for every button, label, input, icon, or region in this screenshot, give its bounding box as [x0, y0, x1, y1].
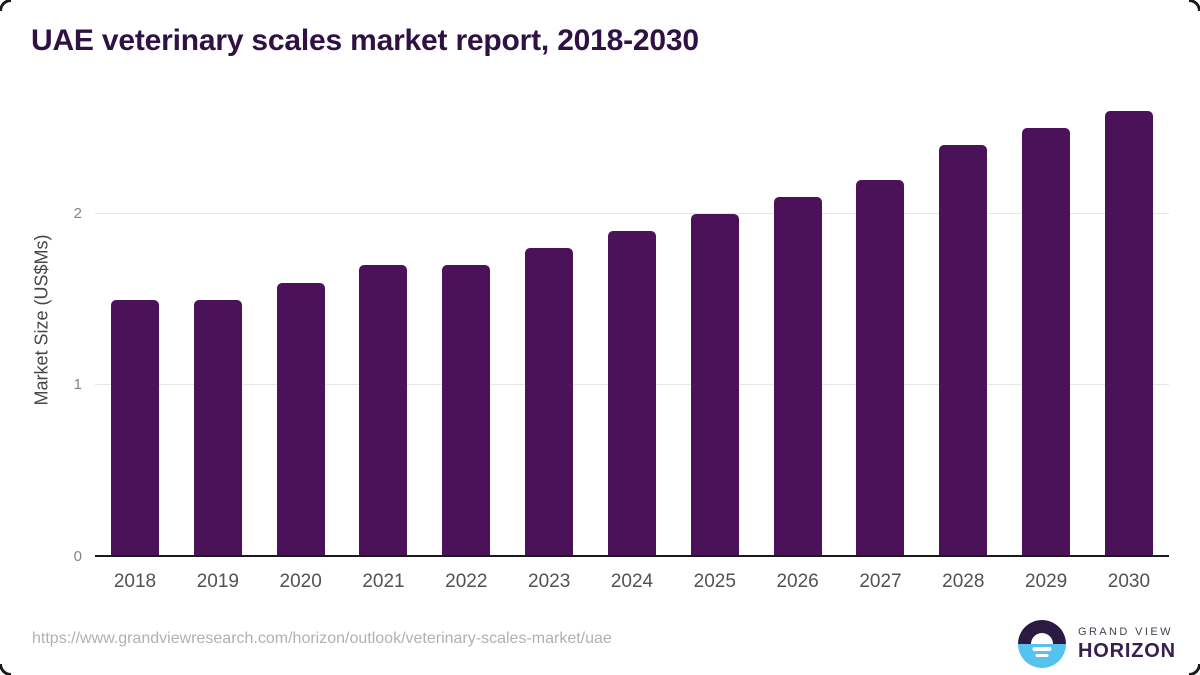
bar-2030	[1104, 111, 1153, 557]
logo-reflection-line-icon	[1035, 653, 1049, 657]
x-tick-label-2021: 2021	[362, 571, 405, 592]
x-axis-tick-labels: 2018 2019 2020 2021 2022 2023 2024 2025 2026 2027…	[95, 571, 1169, 593]
x-tick-label-2022: 2022	[445, 571, 488, 592]
bar-2025	[690, 214, 739, 557]
horizon-sun-logo-icon	[1018, 620, 1066, 668]
source-url: https://www.grandviewresearch.com/horizo…	[32, 630, 612, 647]
bar-2029	[1022, 128, 1071, 557]
logo-reflection-line-icon	[1032, 647, 1052, 651]
x-tick-label-2019: 2019	[196, 571, 239, 592]
corner-border-bottom-left	[0, 664, 11, 675]
bar-series	[95, 111, 1169, 557]
logo-grand-view-label: GRAND VIEW	[1078, 625, 1173, 638]
chart-title: UAE veterinary scales market report, 201…	[31, 24, 699, 57]
x-tick-label-2025: 2025	[693, 571, 736, 592]
x-tick-label-2024: 2024	[610, 571, 654, 592]
bar-2023	[525, 248, 574, 557]
x-tick-label-2030: 2030	[1107, 571, 1151, 592]
bar-2024	[607, 231, 656, 557]
x-tick-label-2028: 2028	[942, 571, 985, 592]
bar-2026	[773, 197, 822, 557]
bar-2028	[939, 145, 988, 557]
bar-2019	[193, 300, 242, 557]
corner-border-top-right	[1189, 0, 1200, 11]
bar-2022	[442, 265, 491, 557]
x-tick-label-2029: 2029	[1024, 571, 1068, 592]
x-tick-label-2020: 2020	[279, 571, 322, 592]
grand-view-horizon-logo: GRAND VIEW HORIZON	[1018, 620, 1176, 668]
x-tick-label-2023: 2023	[528, 571, 571, 592]
corner-border-bottom-right	[1189, 664, 1200, 675]
logo-sun-icon	[1031, 633, 1053, 644]
x-tick-label-2026: 2026	[776, 571, 819, 592]
corner-border-top-left	[0, 0, 11, 11]
x-tick-label-2027: 2027	[859, 571, 902, 592]
x-tick-label-2018: 2018	[113, 571, 157, 592]
y-tick-label-0: 0	[73, 548, 82, 565]
x-axis-line	[95, 555, 1169, 557]
y-tick-label-1: 1	[73, 376, 82, 393]
plot-area	[95, 111, 1169, 557]
bar-2018	[111, 300, 159, 557]
bar-2020	[276, 283, 325, 557]
logo-wordmark: GRAND VIEW HORIZON	[1078, 626, 1176, 663]
gridline-y2	[95, 213, 1169, 214]
logo-horizon-label: HORIZON	[1078, 639, 1176, 662]
bar-2027	[856, 180, 905, 557]
bar-2021	[359, 265, 408, 557]
y-tick-label-2: 2	[73, 205, 82, 222]
